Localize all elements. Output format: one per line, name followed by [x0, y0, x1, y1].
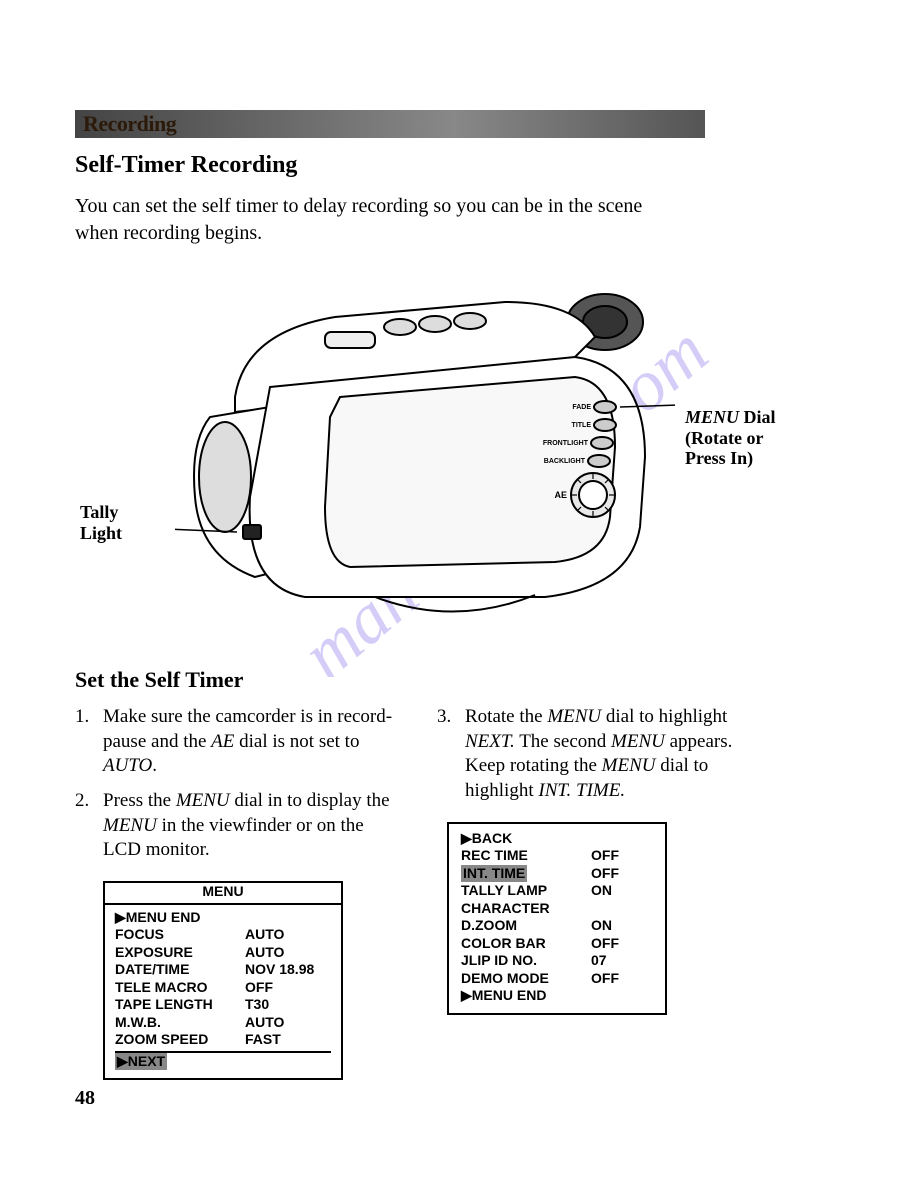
left-column: Make sure the camcorder is in record-pau…: [75, 705, 405, 1080]
section-banner-text: Recording: [83, 111, 176, 137]
camcorder-diagram: manualshive.com: [75, 277, 835, 647]
svg-text:FADE: FADE: [572, 404, 591, 411]
steps-right: Rotate the MENU dial to highlight NEXT. …: [437, 705, 767, 804]
svg-text:FRONTLIGHT: FRONTLIGHT: [543, 440, 589, 447]
page-title: Self-Timer Recording: [75, 152, 858, 179]
steps-left: Make sure the camcorder is in record-pau…: [75, 705, 405, 863]
two-column-body: Make sure the camcorder is in record-pau…: [75, 705, 858, 1080]
svg-text:AE: AE: [554, 490, 567, 500]
section-banner: Recording: [75, 110, 705, 138]
subheading: Set the Self Timer: [75, 667, 858, 693]
menu2-highlight: INT. TIME: [461, 865, 527, 883]
step-2: Press the MENU dial in to display the ME…: [75, 789, 405, 863]
menu1-title: MENU: [105, 883, 341, 905]
menu-screen-2: ▶BACK REC TIMEOFF INT. TIME OFF TALLY LA…: [447, 822, 667, 1015]
menu-dial-callout: MENU Dial(Rotate orPress In): [685, 407, 776, 469]
step-3: Rotate the MENU dial to highlight NEXT. …: [437, 705, 767, 804]
camcorder-icon: FADE TITLE FRONTLIGHT BACKLIGHT AE: [175, 277, 675, 637]
svg-text:TITLE: TITLE: [572, 422, 592, 429]
menu-dial-callout-italic: MENU: [685, 407, 739, 427]
tally-light-callout: TallyLight: [80, 502, 122, 543]
intro-paragraph: You can set the self timer to delay reco…: [75, 193, 675, 247]
step-1: Make sure the camcorder is in record-pau…: [75, 705, 405, 779]
menu-screen-1: MENU ▶MENU END FOCUSAUTO EXPOSUREAUTO DA…: [103, 881, 343, 1080]
page-number: 48: [75, 1087, 95, 1110]
svg-text:BACKLIGHT: BACKLIGHT: [544, 458, 586, 465]
menu1-highlight: ▶NEXT: [115, 1053, 167, 1071]
right-column: Rotate the MENU dial to highlight NEXT. …: [437, 705, 767, 1080]
